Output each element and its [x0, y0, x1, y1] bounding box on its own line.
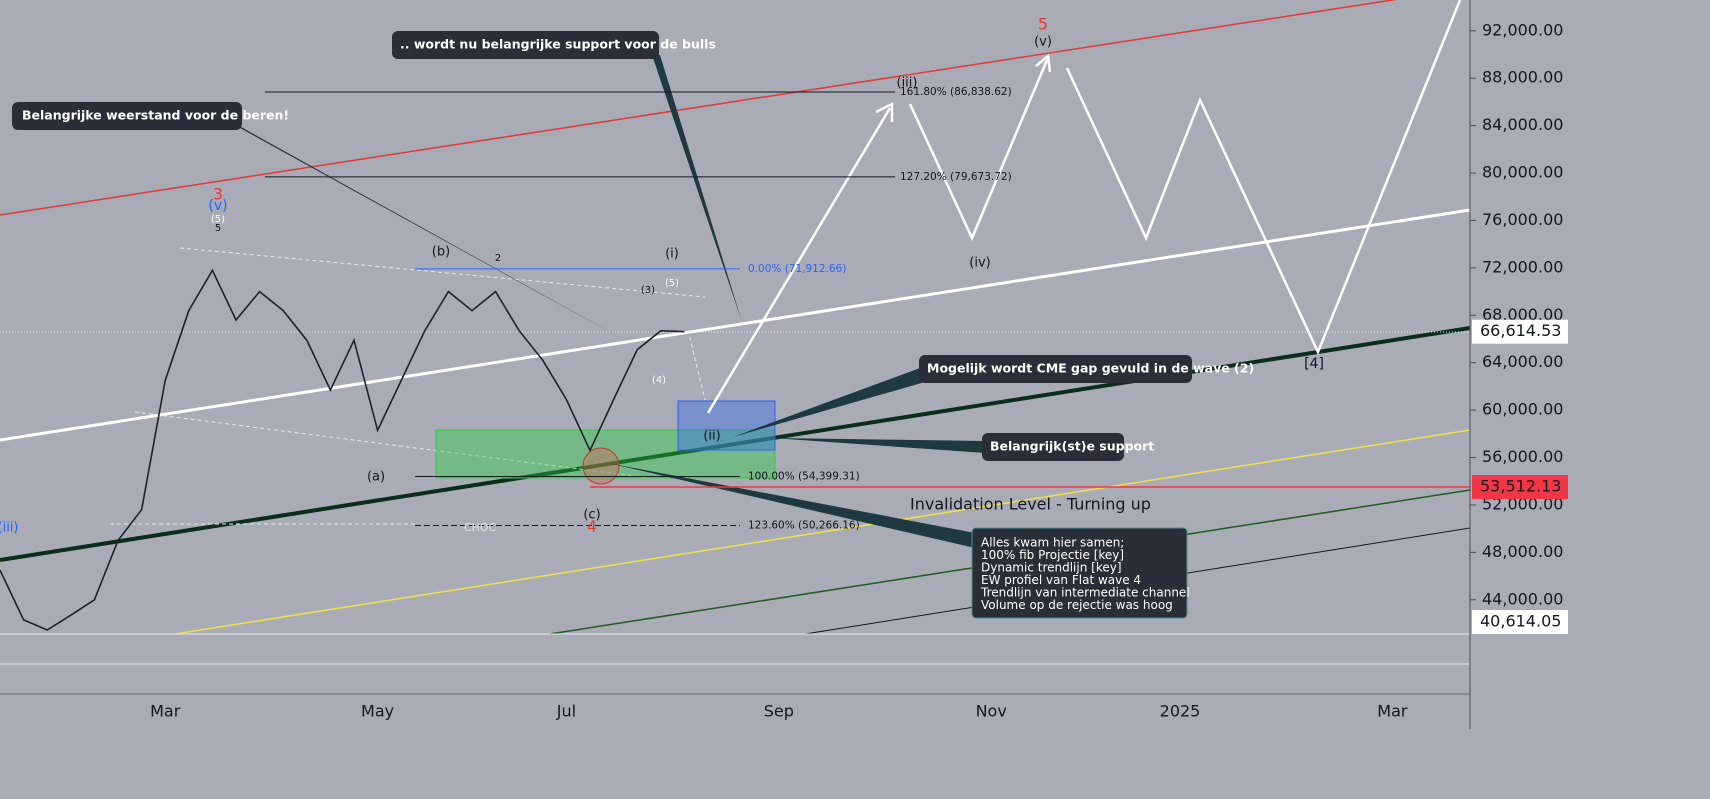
projection-dashed	[687, 329, 706, 401]
wave-label: [4]	[1304, 356, 1324, 372]
callout-pointer	[772, 438, 985, 453]
callout-box	[12, 102, 242, 130]
price-badge	[1472, 319, 1568, 344]
fib-label: 0.00% (71,912.66)	[748, 263, 846, 275]
y-tick-label: 44,000.00	[1482, 589, 1563, 608]
price-badge	[1472, 475, 1568, 500]
summary-box	[971, 527, 1188, 619]
callout-pointer	[652, 55, 742, 322]
callout-text: Mogelijk wordt CME gap gevuld in de wave…	[927, 361, 1254, 376]
support-zone	[435, 429, 776, 479]
x-tick-label: Mar	[150, 702, 181, 721]
summary-line: 100% fib Projectie [key]	[981, 548, 1124, 562]
arrow-head	[875, 101, 894, 122]
wave-label: (a)	[367, 470, 385, 485]
callout-box	[392, 31, 659, 59]
callout-pointer	[608, 463, 975, 548]
arrow-head	[1035, 53, 1052, 73]
projection-leg	[908, 59, 1049, 242]
price-line	[0, 268, 685, 631]
wave-label: (v)	[1034, 35, 1052, 50]
x-tick-label: Mar	[1377, 702, 1408, 721]
y-tick-label: 84,000.00	[1482, 115, 1563, 134]
highlight	[582, 447, 620, 485]
wave-label: (iii)	[897, 76, 918, 91]
wave-label: 5	[1038, 15, 1048, 34]
y-tick-label: 72,000.00	[1482, 257, 1563, 276]
summary-line: Trendlijn van intermediate channel	[980, 586, 1190, 600]
y-tick-label: 60,000.00	[1482, 400, 1563, 419]
price-badge-label: 66,614.53	[1480, 321, 1561, 340]
wedge-line	[134, 411, 651, 479]
price-axis	[1470, 0, 1710, 795]
callout-text: Belangrijke weerstand voor de beren!	[22, 108, 289, 123]
fib-label: 123.60% (50,266.16)	[748, 519, 860, 531]
invalidation-label: Invalidation Level - Turning up	[910, 495, 1151, 514]
y-tick-label: 76,000.00	[1482, 210, 1563, 229]
x-tick-label: Nov	[976, 702, 1007, 721]
x-tick-label: May	[361, 702, 394, 721]
wave-label: (3)	[641, 285, 655, 296]
wave-label: 3	[213, 185, 223, 204]
fib-label: 100.00% (54,399.31)	[748, 471, 860, 483]
wave-label: CHOC	[464, 521, 497, 534]
y-tick-label: 80,000.00	[1482, 163, 1563, 182]
fib-label: 127.20% (79,673.72)	[900, 171, 1012, 183]
wave-label: 2	[495, 253, 501, 264]
wave-label: 5	[215, 223, 221, 234]
wave-label: (c)	[583, 508, 600, 523]
y-tick-label: 48,000.00	[1482, 542, 1563, 561]
wave-label: (iii)	[0, 521, 18, 536]
projection	[706, 0, 1462, 414]
y-tick-label: 56,000.00	[1482, 447, 1563, 466]
wave-label: (ii)	[703, 429, 720, 444]
callout-box	[919, 355, 1192, 383]
projection-leg	[706, 107, 892, 414]
y-tick-label: 92,000.00	[1482, 20, 1563, 39]
wedge-line	[179, 247, 706, 298]
fib-label: 161.80% (86,838.62)	[900, 86, 1012, 98]
x-tick-label: Sep	[764, 702, 794, 721]
trendline	[0, 326, 1471, 562]
wave-label: 4	[587, 518, 597, 536]
y-tick-label: 88,000.00	[1482, 68, 1563, 87]
summary-line: Dynamic trendlijn [key]	[981, 561, 1122, 575]
callout-text: .. wordt nu belangrijke support voor de …	[400, 37, 716, 52]
wave-label: (5)	[665, 278, 679, 289]
wave-label: (i)	[665, 247, 679, 262]
cme-gap	[677, 400, 776, 451]
callout-box	[982, 433, 1124, 461]
callout-text: Belangrijk(st)e support	[990, 439, 1154, 454]
summary-line: EW profiel van Flat wave 4	[981, 573, 1141, 587]
x-tick-label: Jul	[556, 702, 576, 721]
price-badge-label: 53,512.13	[1480, 477, 1561, 496]
wave-label: (b)	[432, 245, 450, 260]
channel-line	[174, 429, 1471, 635]
wave-label: (iv)	[969, 256, 990, 271]
projection-leg	[1065, 0, 1462, 356]
summary-line: Volume op de rejectie was hoog	[981, 598, 1173, 612]
callout-pointer	[733, 368, 925, 437]
price-badge-label: 40,614.05	[1480, 612, 1561, 631]
summary-line: Alles kwam hier samen;	[981, 536, 1124, 550]
y-tick-label: 64,000.00	[1482, 352, 1563, 371]
y-tick-label: 52,000.00	[1482, 494, 1563, 513]
wave-label: (v)	[208, 198, 227, 214]
trendline	[0, 208, 1471, 442]
x-tick-label: 2025	[1160, 702, 1201, 721]
wave-label: (5)	[211, 214, 225, 225]
price-badge	[1472, 610, 1568, 634]
wave-label: (4)	[652, 375, 666, 386]
plot: 161.80% (86,838.62) 127.20% (79,673.72) 0.…	[0, 15, 1470, 631]
y-tick-label: 68,000.00	[1482, 305, 1563, 324]
channel-line	[0, 0, 1398, 216]
